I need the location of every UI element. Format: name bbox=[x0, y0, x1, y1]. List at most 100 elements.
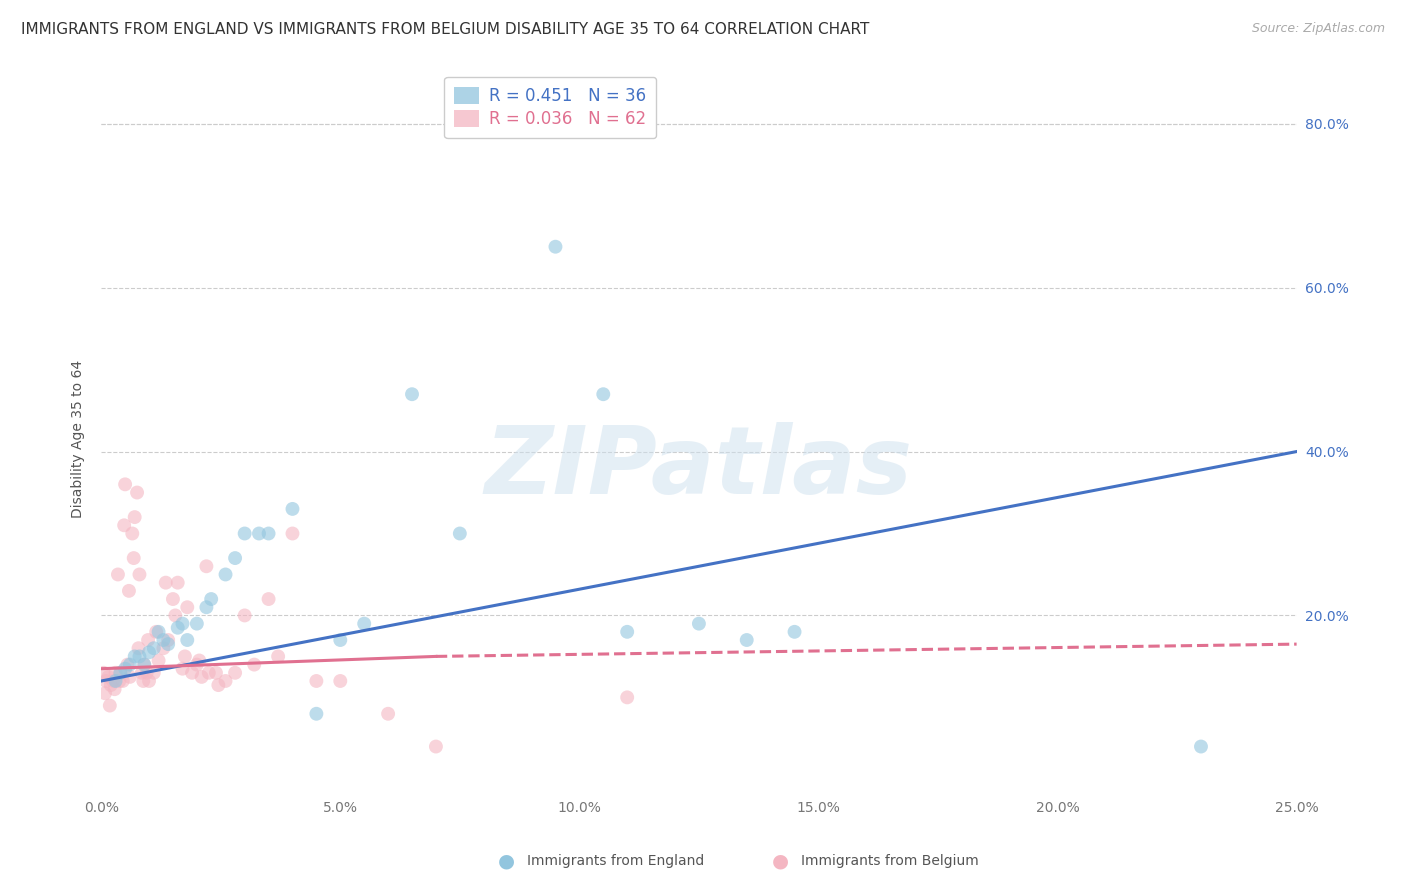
Point bbox=[104, 665, 127, 680]
Point bbox=[688, 616, 710, 631]
Point bbox=[329, 673, 352, 688]
Point bbox=[329, 633, 352, 648]
Point bbox=[110, 665, 132, 680]
Point bbox=[131, 665, 153, 680]
Point bbox=[172, 662, 194, 676]
Text: Source: ZipAtlas.com: Source: ZipAtlas.com bbox=[1251, 22, 1385, 36]
Point bbox=[112, 518, 135, 533]
Point bbox=[198, 665, 221, 680]
Point bbox=[152, 633, 174, 648]
Point bbox=[114, 662, 136, 676]
Point bbox=[205, 665, 228, 680]
Point bbox=[97, 670, 120, 684]
Point bbox=[104, 682, 127, 697]
Point bbox=[110, 665, 132, 680]
Point bbox=[100, 678, 122, 692]
Point bbox=[117, 657, 139, 672]
Point bbox=[148, 624, 170, 639]
Text: ●: ● bbox=[772, 851, 789, 871]
Point bbox=[188, 653, 211, 667]
Point bbox=[165, 608, 187, 623]
Point bbox=[111, 673, 134, 688]
Point bbox=[118, 583, 141, 598]
Point bbox=[118, 657, 141, 672]
Point bbox=[176, 600, 198, 615]
Legend: R = 0.451   N = 36, R = 0.036   N = 62: R = 0.451 N = 36, R = 0.036 N = 62 bbox=[444, 77, 657, 138]
Point bbox=[592, 387, 614, 401]
Point bbox=[138, 673, 160, 688]
Point bbox=[281, 526, 304, 541]
Point bbox=[94, 686, 117, 700]
Point bbox=[305, 673, 328, 688]
Point bbox=[401, 387, 423, 401]
Point bbox=[186, 616, 208, 631]
Point bbox=[107, 567, 129, 582]
Text: IMMIGRANTS FROM ENGLAND VS IMMIGRANTS FROM BELGIUM DISABILITY AGE 35 TO 64 CORRE: IMMIGRANTS FROM ENGLAND VS IMMIGRANTS FR… bbox=[21, 22, 869, 37]
Point bbox=[152, 641, 174, 656]
Point bbox=[142, 665, 165, 680]
Point bbox=[128, 567, 150, 582]
Point bbox=[305, 706, 328, 721]
Point bbox=[214, 567, 236, 582]
Point bbox=[132, 673, 155, 688]
Point bbox=[124, 510, 146, 524]
Point bbox=[257, 526, 280, 541]
Point bbox=[124, 649, 146, 664]
Point bbox=[157, 633, 180, 648]
Point bbox=[134, 657, 156, 672]
Point bbox=[190, 670, 212, 684]
Point bbox=[257, 592, 280, 607]
Point bbox=[186, 657, 208, 672]
Point bbox=[166, 575, 188, 590]
Y-axis label: Disability Age 35 to 64: Disability Age 35 to 64 bbox=[72, 360, 86, 518]
Point bbox=[104, 673, 127, 688]
Point bbox=[162, 592, 184, 607]
Point bbox=[214, 673, 236, 688]
Point bbox=[616, 624, 638, 639]
Point bbox=[128, 649, 150, 664]
Point bbox=[200, 592, 222, 607]
Point bbox=[224, 665, 246, 680]
Point bbox=[166, 621, 188, 635]
Point bbox=[142, 641, 165, 656]
Point bbox=[207, 678, 229, 692]
Point bbox=[157, 637, 180, 651]
Point bbox=[425, 739, 447, 754]
Point bbox=[94, 673, 117, 688]
Point bbox=[118, 670, 141, 684]
Point bbox=[616, 690, 638, 705]
Point bbox=[122, 551, 145, 566]
Point bbox=[172, 616, 194, 631]
Point bbox=[128, 641, 150, 656]
Point bbox=[783, 624, 806, 639]
Text: ●: ● bbox=[498, 851, 515, 871]
Point bbox=[176, 633, 198, 648]
Point bbox=[108, 673, 131, 688]
Point bbox=[98, 698, 121, 713]
Point bbox=[224, 551, 246, 566]
Text: Immigrants from Belgium: Immigrants from Belgium bbox=[801, 854, 979, 868]
Point bbox=[247, 526, 270, 541]
Point bbox=[174, 649, 197, 664]
Point bbox=[134, 657, 156, 672]
Point bbox=[136, 633, 159, 648]
Point bbox=[233, 608, 256, 623]
Point bbox=[155, 575, 177, 590]
Point bbox=[125, 485, 148, 500]
Point bbox=[1189, 739, 1212, 754]
Point bbox=[377, 706, 399, 721]
Point bbox=[233, 526, 256, 541]
Point bbox=[101, 673, 124, 688]
Point bbox=[267, 649, 290, 664]
Text: ZIPatlas: ZIPatlas bbox=[485, 422, 912, 514]
Point bbox=[114, 477, 136, 491]
Point bbox=[353, 616, 375, 631]
Text: Immigrants from England: Immigrants from England bbox=[527, 854, 704, 868]
Point bbox=[544, 240, 567, 254]
Point bbox=[135, 665, 157, 680]
Point bbox=[195, 559, 218, 574]
Point bbox=[93, 665, 115, 680]
Point bbox=[195, 600, 218, 615]
Point bbox=[138, 645, 160, 659]
Point bbox=[449, 526, 471, 541]
